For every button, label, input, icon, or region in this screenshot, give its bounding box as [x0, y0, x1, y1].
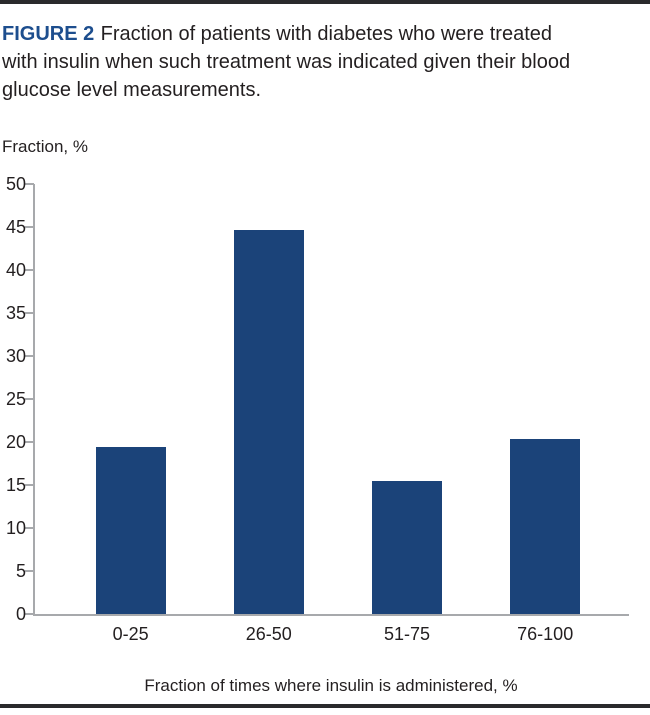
y-tick-label: 25: [5, 389, 26, 409]
bottom-rule: [0, 704, 650, 708]
y-tick-label: 15: [5, 475, 26, 495]
figure-label: FIGURE 2: [2, 23, 95, 45]
bar: [95, 447, 166, 614]
y-tick-mark: [25, 570, 34, 572]
y-tick-label: 20: [5, 432, 26, 452]
y-tick-label: 50: [5, 174, 26, 194]
x-tick-label: 0-25: [112, 624, 149, 644]
figure-caption: FIGURE 2 Fraction of patients with diabet…: [2, 20, 648, 104]
caption-line-1: Fraction of patients with diabetes who w…: [100, 23, 552, 45]
top-rule: [0, 0, 650, 4]
x-tick-label: 76-100: [517, 624, 574, 644]
y-axis-line: [33, 184, 35, 616]
y-tick-mark: [25, 312, 34, 314]
x-tick-label: 26-50: [245, 624, 292, 644]
y-tick-mark: [25, 269, 34, 271]
y-tick-label: 30: [5, 346, 26, 366]
bar: [372, 480, 442, 614]
y-tick-label: 45: [5, 217, 26, 237]
y-tick-label: 10: [5, 518, 26, 538]
y-tick-label: 0: [15, 604, 26, 624]
bar: [233, 229, 304, 614]
y-axis-title: Fraction, %: [2, 137, 88, 156]
y-tick-mark: [25, 441, 34, 443]
y-tick-mark: [25, 527, 34, 529]
caption-line-3: glucose level measurements.: [2, 79, 262, 101]
y-tick-mark: [25, 484, 34, 486]
y-tick-label: 5: [15, 561, 26, 581]
x-tick-label: 51-75: [383, 624, 431, 644]
y-tick-mark: [25, 226, 34, 228]
x-axis-line: [33, 614, 629, 616]
x-axis-title: Fraction of times where insulin is admin…: [144, 676, 518, 695]
y-tick-label: 40: [5, 260, 26, 280]
y-tick-label: 35: [5, 303, 26, 323]
caption-line-2: with insulin when such treatment was ind…: [2, 51, 571, 73]
bar: [510, 438, 581, 614]
y-tick-mark: [25, 183, 34, 185]
y-tick-mark: [25, 355, 34, 357]
y-tick-mark: [25, 398, 34, 400]
y-tick-mark: [25, 613, 34, 615]
